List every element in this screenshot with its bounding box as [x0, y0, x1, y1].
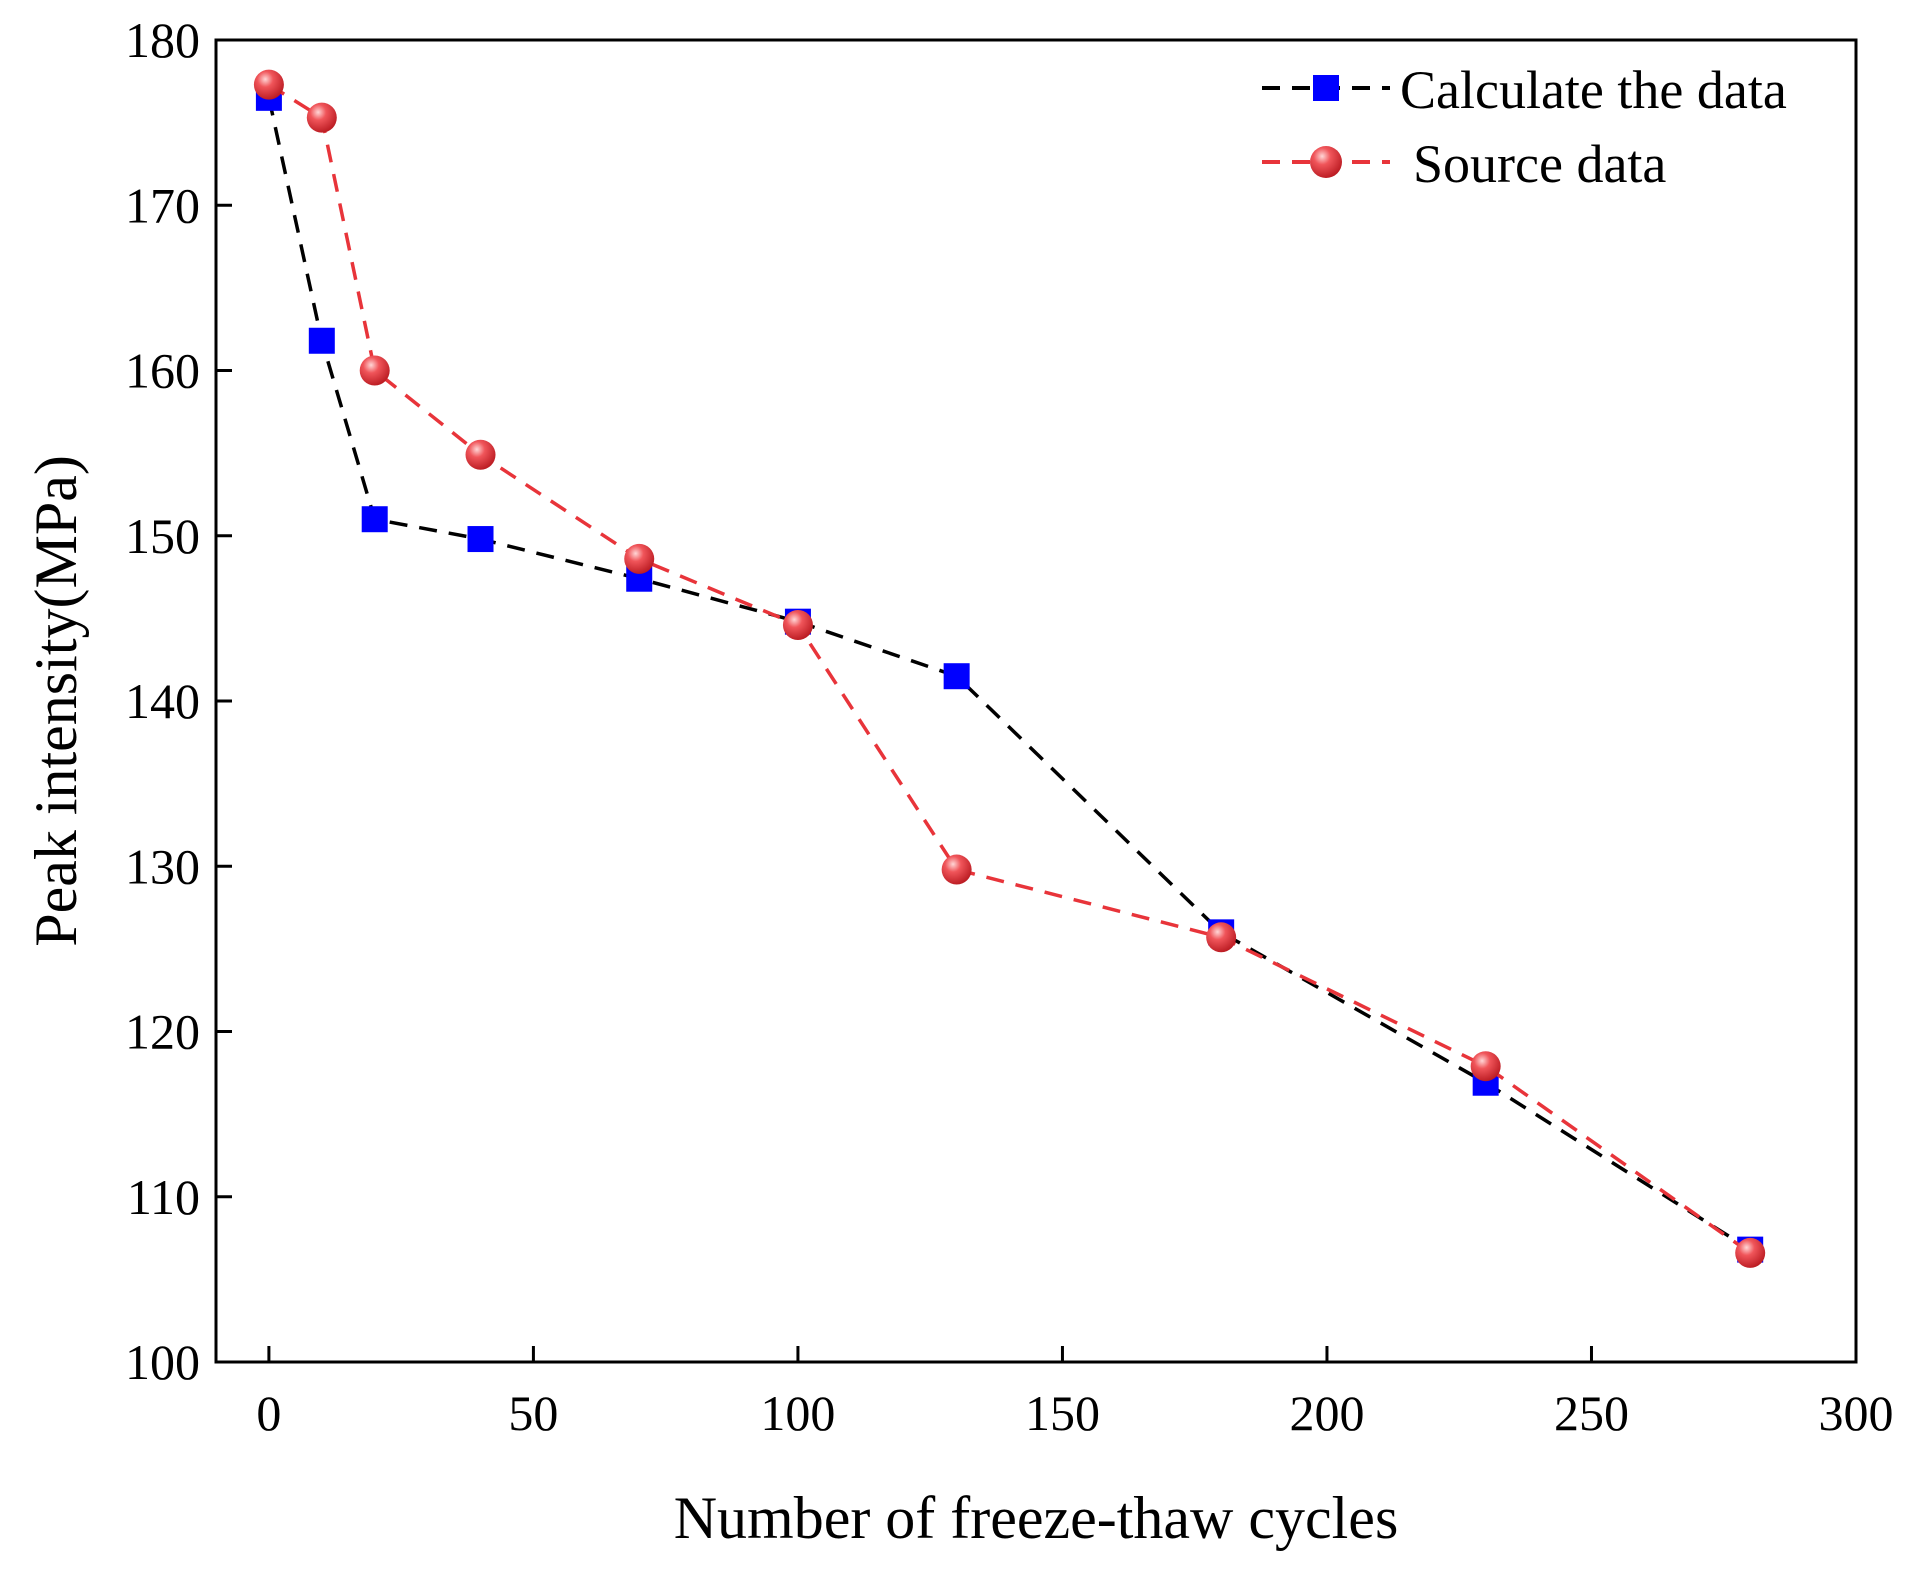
y-tick-label: 140	[125, 673, 200, 729]
data-point-square	[467, 526, 494, 553]
legend-item-calculated: Calculate the data	[1262, 60, 1787, 120]
x-tick-label: 0	[256, 1385, 281, 1441]
x-axis-title: Number of freeze-thaw cycles	[674, 1485, 1399, 1551]
x-tick-label: 300	[1819, 1385, 1894, 1441]
y-tick-label: 150	[125, 508, 200, 564]
data-point-square	[308, 327, 335, 354]
legend-label-source: Source data	[1413, 134, 1666, 194]
data-point-circle	[306, 102, 337, 133]
y-tick-label: 160	[125, 343, 200, 399]
data-point-circle	[253, 69, 284, 100]
y-tick-label: 120	[125, 1004, 200, 1060]
data-point-circle	[624, 543, 655, 574]
y-axis-ticks: 100 110 120 130 140 150 160 170 180	[125, 12, 232, 1390]
legend-label-calculated: Calculate the data	[1400, 60, 1787, 120]
series-calculated	[255, 84, 1764, 1263]
series-layer	[253, 69, 1766, 1268]
data-point-circle	[941, 854, 972, 885]
y-tick-label: 180	[125, 12, 200, 68]
legend-circle-marker	[1310, 146, 1342, 178]
data-point-square	[361, 506, 388, 533]
x-axis-ticks: 0 50 100 150 200 250 300	[256, 1346, 1894, 1441]
y-tick-label: 100	[125, 1334, 200, 1390]
x-tick-label: 200	[1289, 1385, 1364, 1441]
series-line	[267, 97, 1752, 1252]
legend-item-source: Source data	[1262, 134, 1666, 194]
y-axis-title: Peak intensity(MPa)	[23, 455, 89, 947]
plot-frame	[214, 38, 1858, 1364]
data-point-circle	[359, 355, 390, 386]
data-point-circle	[1735, 1237, 1766, 1268]
data-point-square	[943, 663, 970, 690]
y-tick-label: 130	[125, 838, 200, 894]
data-point-circle	[782, 609, 813, 640]
y-tick-label: 110	[127, 1169, 200, 1225]
series-source	[253, 69, 1766, 1268]
x-tick-label: 250	[1554, 1385, 1629, 1441]
x-tick-label: 50	[508, 1385, 558, 1441]
x-tick-label: 150	[1025, 1385, 1100, 1441]
data-point-circle	[1206, 922, 1237, 953]
legend: Calculate the data Source data	[1262, 60, 1787, 194]
data-point-circle	[465, 439, 496, 470]
legend-square-marker	[1313, 75, 1339, 101]
data-point-circle	[1470, 1051, 1501, 1082]
x-tick-label: 100	[760, 1385, 835, 1441]
y-tick-label: 170	[125, 177, 200, 233]
series-line	[267, 83, 1752, 1255]
